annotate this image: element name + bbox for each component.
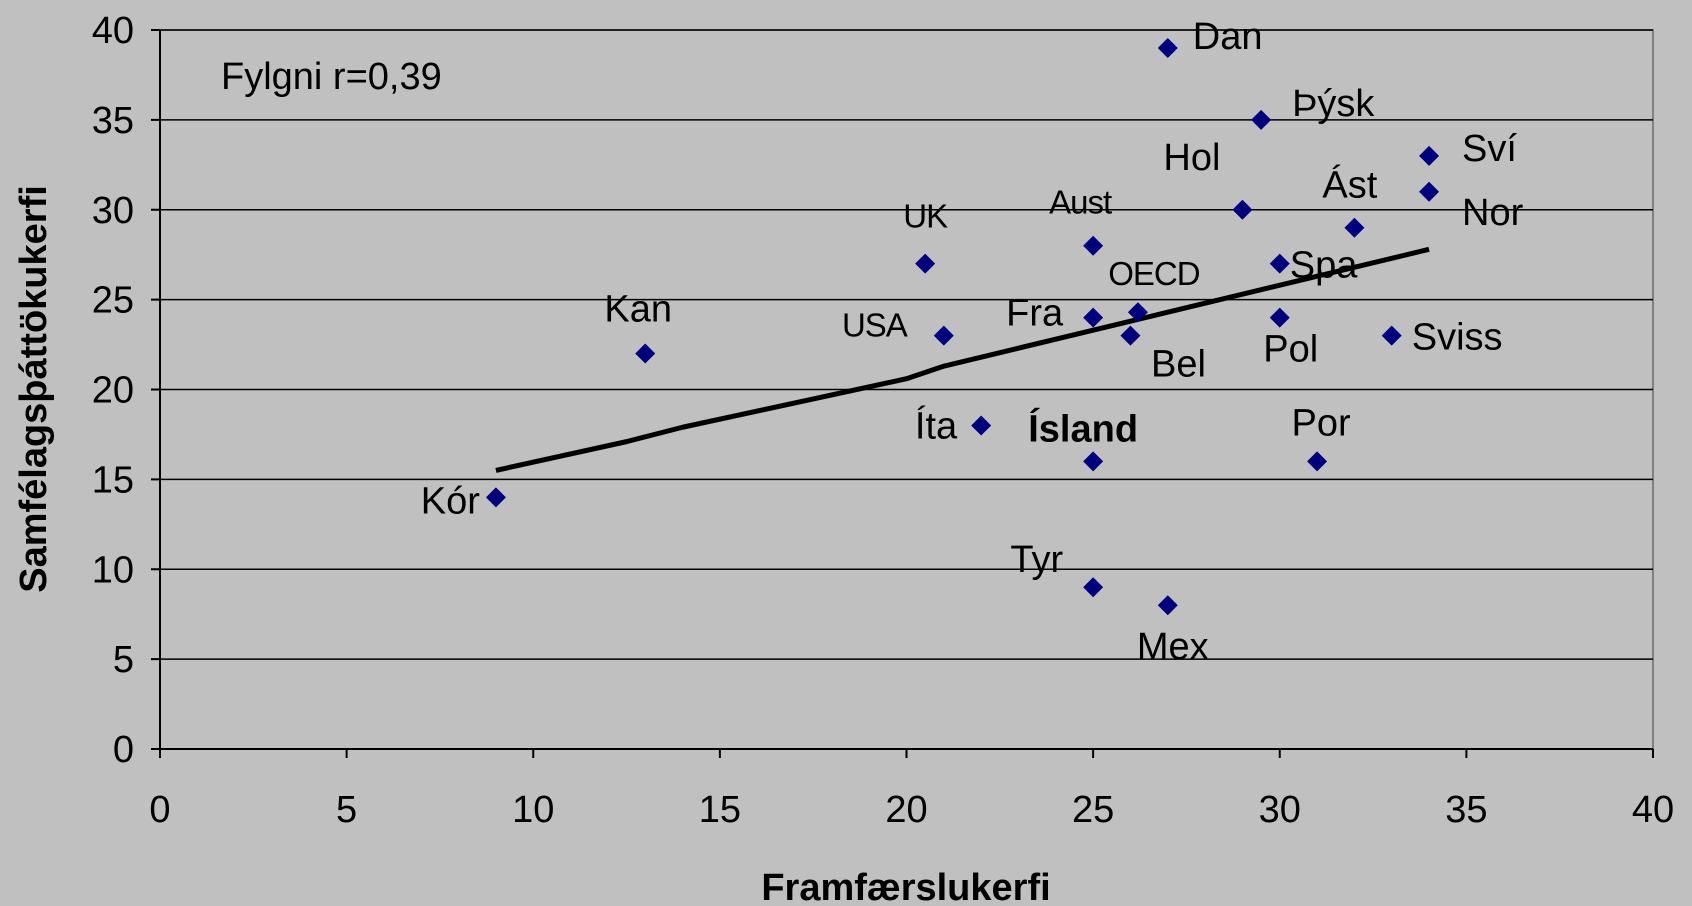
point-label: Pol bbox=[1263, 329, 1318, 371]
data-point bbox=[1127, 302, 1148, 323]
point-label: Nor bbox=[1462, 192, 1524, 234]
data-point bbox=[1157, 595, 1178, 616]
gridlines bbox=[160, 29, 1653, 660]
axes bbox=[151, 29, 1654, 758]
y-tick-label: 25 bbox=[92, 280, 134, 322]
data-point bbox=[971, 415, 992, 436]
point-label: Dan bbox=[1193, 16, 1263, 58]
data-point bbox=[1419, 181, 1440, 202]
y-tick-label: 20 bbox=[92, 370, 134, 412]
point-label: Kór bbox=[421, 480, 480, 522]
data-point bbox=[1083, 451, 1104, 472]
y-axis-title: Samfélagsþáttökukerfi bbox=[13, 185, 55, 593]
point-label: Spa bbox=[1290, 245, 1358, 287]
y-tick-label: 35 bbox=[92, 100, 134, 142]
y-tick-label: 10 bbox=[92, 549, 134, 591]
data-point bbox=[1083, 577, 1104, 598]
data-point bbox=[1120, 325, 1141, 346]
data-point bbox=[1157, 37, 1178, 58]
point-label: Sviss bbox=[1412, 317, 1503, 359]
point-label: Þýsk bbox=[1292, 83, 1375, 125]
data-point bbox=[1083, 307, 1104, 328]
data-point bbox=[1307, 451, 1328, 472]
data-point bbox=[1269, 253, 1290, 274]
x-tick-label: 30 bbox=[1259, 789, 1301, 831]
data-point bbox=[1232, 199, 1253, 220]
point-label: Ást bbox=[1322, 164, 1377, 207]
point-label: UK bbox=[903, 198, 948, 235]
point-label: Tyr bbox=[1010, 539, 1063, 581]
point-labels: Dan Þýsk Sví Nor Hol Ást UK Aust Spa OECD Fra Pol Sv… bbox=[421, 16, 1524, 668]
y-tick-label: 5 bbox=[113, 639, 134, 681]
point-label: Íta bbox=[915, 404, 958, 447]
y-tick-label: 15 bbox=[92, 459, 134, 501]
x-tick-label: 5 bbox=[336, 789, 357, 831]
point-label: Por bbox=[1292, 402, 1351, 444]
point-label: Kan bbox=[604, 289, 672, 331]
x-tick-label: 10 bbox=[512, 789, 554, 831]
x-tick-label: 40 bbox=[1632, 789, 1674, 831]
x-tick-label: 0 bbox=[149, 789, 170, 831]
point-label: Aust bbox=[1049, 184, 1112, 221]
correlation-annotation: Fylgni r=0,39 bbox=[221, 56, 442, 98]
data-point bbox=[1083, 235, 1104, 256]
data-point bbox=[635, 343, 656, 364]
x-tick-label: 35 bbox=[1445, 789, 1487, 831]
point-label: Bel bbox=[1151, 344, 1206, 386]
y-tick-label: 30 bbox=[92, 190, 134, 232]
data-points bbox=[485, 37, 1440, 616]
point-label: Sví bbox=[1462, 128, 1517, 170]
point-label: OECD bbox=[1108, 255, 1200, 292]
point-label: USA bbox=[842, 307, 908, 344]
x-tick-label: 20 bbox=[885, 789, 927, 831]
tick-labels: 0 5 10 15 20 25 30 35 40 0 5 10 15 20 25 30 35 40 bbox=[92, 10, 1674, 831]
data-point bbox=[1269, 307, 1290, 328]
data-point bbox=[915, 253, 936, 274]
y-tick-label: 0 bbox=[113, 729, 134, 771]
data-point bbox=[1381, 325, 1402, 346]
data-point bbox=[1251, 109, 1272, 130]
data-point bbox=[933, 325, 954, 346]
data-point bbox=[485, 487, 506, 508]
point-label: Ísland bbox=[1028, 406, 1138, 450]
trendline bbox=[495, 246, 1430, 473]
x-tick-label: 15 bbox=[699, 789, 741, 831]
trendline-group bbox=[495, 246, 1430, 473]
point-label: Hol bbox=[1163, 137, 1220, 179]
y-tick-label: 40 bbox=[92, 10, 134, 52]
point-label: Fra bbox=[1006, 293, 1064, 335]
x-axis-title: Framfærslukerfi bbox=[761, 867, 1050, 906]
data-point bbox=[1419, 145, 1440, 166]
data-point bbox=[1344, 217, 1365, 238]
point-label: Mex bbox=[1137, 626, 1209, 668]
x-tick-label: 25 bbox=[1072, 789, 1114, 831]
